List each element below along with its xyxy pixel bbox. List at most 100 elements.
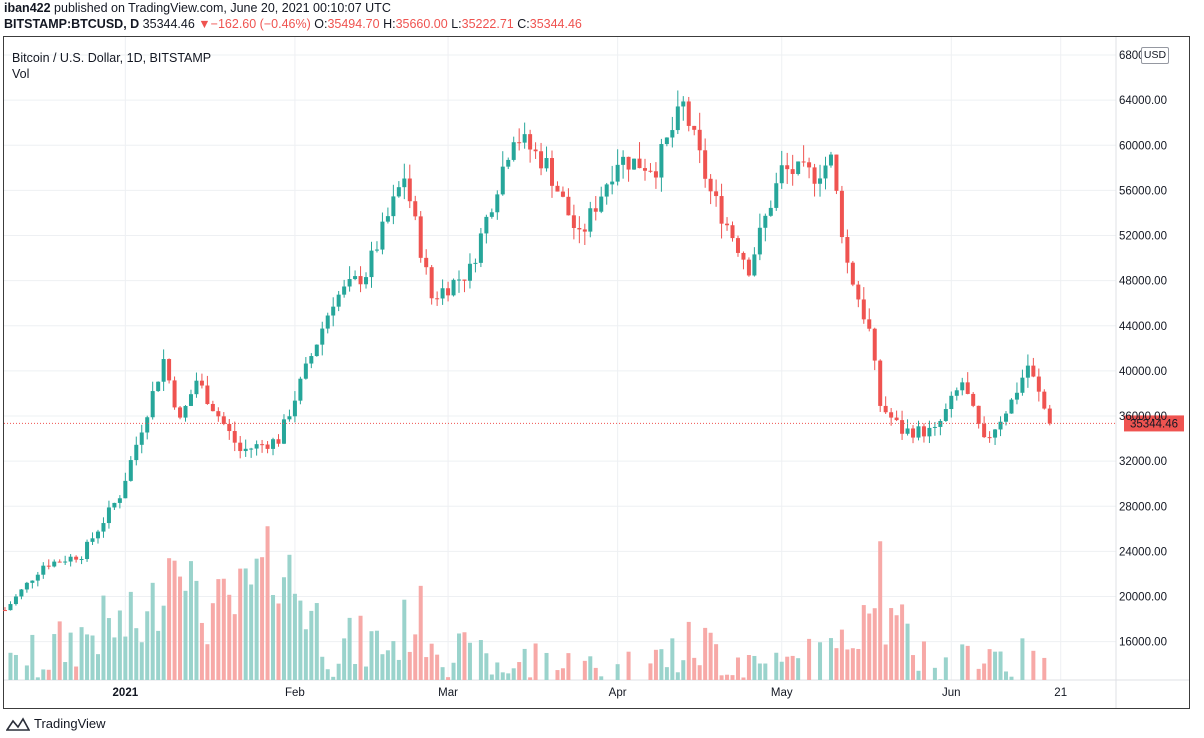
volume-bar bbox=[52, 634, 57, 680]
volume-bar bbox=[998, 651, 1003, 680]
volume-bar bbox=[451, 662, 456, 680]
candle-body bbox=[74, 556, 79, 560]
volume-bar bbox=[943, 657, 948, 680]
candle-body bbox=[807, 162, 812, 168]
volume-bar bbox=[916, 670, 921, 680]
volume-bar bbox=[314, 603, 319, 680]
candle-body bbox=[675, 106, 680, 131]
volume-bar bbox=[342, 638, 347, 680]
volume-bar bbox=[675, 672, 680, 680]
volume-bar bbox=[889, 608, 894, 680]
candle-body bbox=[210, 403, 215, 412]
time-tick-label: Mar bbox=[438, 687, 458, 699]
volume-bar bbox=[243, 568, 248, 680]
candle-body bbox=[369, 250, 374, 278]
currency-button[interactable]: USD bbox=[1141, 47, 1169, 64]
candle-body bbox=[112, 502, 117, 508]
ohlc-strip: BITSTAMP:BTCUSD, D 35344.46 ▼−162.60 (−0… bbox=[4, 17, 582, 31]
candle-body bbox=[976, 405, 981, 424]
candle-body bbox=[101, 523, 106, 532]
candle-body bbox=[927, 427, 932, 437]
volume-bar bbox=[353, 663, 358, 680]
candle-body bbox=[194, 380, 199, 395]
volume-bar bbox=[336, 663, 341, 680]
candle-body bbox=[106, 507, 111, 524]
candle-body bbox=[921, 426, 926, 437]
candles bbox=[3, 90, 1052, 612]
candle-body bbox=[413, 201, 418, 217]
close-value: 35344.46 bbox=[529, 17, 582, 31]
candle-body bbox=[752, 254, 757, 276]
candle-body bbox=[801, 161, 806, 163]
candle-body bbox=[571, 215, 576, 228]
candle-body bbox=[489, 212, 494, 217]
candle-body bbox=[342, 286, 347, 295]
volume-label: Vol bbox=[12, 67, 30, 81]
volume-bar bbox=[796, 658, 801, 680]
high-label: H: bbox=[383, 17, 396, 31]
volume-bar bbox=[834, 648, 839, 680]
volume-bar bbox=[987, 649, 992, 680]
candle-body bbox=[336, 294, 341, 307]
volume-bar bbox=[976, 668, 981, 680]
volume-bar bbox=[861, 605, 866, 680]
candle-body bbox=[161, 359, 166, 382]
candle-body bbox=[281, 419, 286, 444]
candle-body bbox=[850, 262, 855, 285]
candle-body bbox=[812, 167, 817, 184]
volume-bar bbox=[221, 578, 226, 680]
author-name[interactable]: iban422 bbox=[4, 1, 51, 15]
candle-body bbox=[555, 185, 560, 192]
candle-body bbox=[544, 158, 549, 169]
candle-body bbox=[916, 426, 921, 438]
candle-body bbox=[353, 276, 358, 280]
volume-bar bbox=[150, 582, 155, 680]
volume-bar bbox=[779, 661, 784, 680]
volume-bars bbox=[8, 526, 1047, 680]
volume-bar bbox=[260, 557, 265, 680]
candle-body bbox=[347, 279, 352, 287]
volume-bar bbox=[429, 643, 434, 680]
time-axis: 2021 Feb Mar Apr May Jun 21 bbox=[113, 687, 1068, 699]
candle-body bbox=[139, 432, 144, 445]
volume-bar bbox=[872, 608, 877, 680]
volume-bar bbox=[380, 654, 385, 680]
low-label: L: bbox=[451, 17, 462, 31]
candle-body bbox=[533, 149, 538, 152]
candle-body bbox=[221, 416, 226, 424]
chart-frame bbox=[3, 36, 1190, 709]
candle-body bbox=[790, 169, 795, 174]
candle-body bbox=[41, 565, 46, 575]
candle-body bbox=[1031, 365, 1036, 377]
volume-bar bbox=[746, 654, 751, 680]
candle-body bbox=[506, 159, 511, 167]
candle-body bbox=[604, 184, 609, 197]
volume-bar bbox=[117, 610, 122, 680]
candle-body bbox=[199, 380, 204, 386]
volume-bar bbox=[697, 665, 702, 680]
candle-body bbox=[993, 429, 998, 438]
candle-body bbox=[238, 442, 243, 452]
volume-bar bbox=[555, 670, 560, 680]
price-tick-label: 16000.00 bbox=[1119, 637, 1167, 649]
volume-bar bbox=[106, 618, 111, 680]
candle-body bbox=[216, 411, 221, 417]
footer-brand[interactable]: TradingView bbox=[6, 716, 106, 731]
volume-bar bbox=[965, 645, 970, 680]
candle-body bbox=[949, 395, 954, 410]
candle-body bbox=[473, 262, 478, 264]
candle-body bbox=[664, 137, 669, 145]
volume-bar bbox=[719, 675, 724, 680]
volume-bar bbox=[599, 676, 604, 680]
candle-body bbox=[599, 196, 604, 212]
candle-body bbox=[467, 263, 472, 281]
candle-body bbox=[30, 580, 35, 583]
time-tick-label: 21 bbox=[1054, 687, 1067, 699]
candle-body bbox=[686, 101, 691, 126]
volume-bar bbox=[101, 595, 106, 680]
volume-bar bbox=[95, 654, 100, 680]
publish-info: iban422 published on TradingView.com, Ju… bbox=[4, 1, 391, 15]
volume-bar bbox=[309, 610, 314, 680]
candle-body bbox=[763, 215, 768, 228]
